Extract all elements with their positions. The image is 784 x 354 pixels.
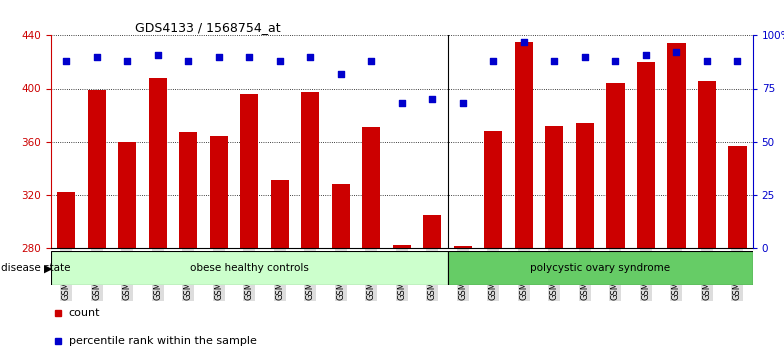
Bar: [545, 126, 564, 248]
Bar: [485, 131, 503, 248]
Point: [609, 58, 622, 64]
Bar: [728, 145, 746, 248]
Point: [121, 58, 133, 64]
Point: [395, 101, 408, 106]
Bar: [362, 127, 380, 248]
Bar: [606, 83, 625, 248]
Text: disease state: disease state: [1, 263, 71, 273]
Point: [243, 54, 256, 59]
Point: [579, 54, 591, 59]
Point: [212, 54, 225, 59]
Text: obese healthy controls: obese healthy controls: [190, 263, 309, 273]
Bar: [332, 184, 350, 248]
Bar: [393, 245, 411, 248]
Bar: [514, 42, 533, 248]
Point: [274, 58, 286, 64]
Bar: [448, 251, 753, 285]
Bar: [209, 136, 228, 248]
Bar: [118, 142, 136, 248]
Point: [517, 39, 530, 45]
Point: [151, 52, 164, 57]
Bar: [454, 246, 472, 248]
Bar: [240, 94, 259, 248]
Point: [90, 54, 103, 59]
Bar: [57, 192, 75, 248]
Point: [487, 58, 499, 64]
Bar: [149, 78, 167, 248]
Point: [640, 52, 652, 57]
Text: GDS4133 / 1568754_at: GDS4133 / 1568754_at: [135, 21, 281, 34]
Bar: [179, 132, 198, 248]
Point: [548, 58, 561, 64]
Bar: [575, 123, 594, 248]
Point: [60, 58, 72, 64]
Bar: [270, 180, 289, 248]
Bar: [637, 62, 655, 248]
Text: ▶: ▶: [44, 263, 53, 273]
Point: [670, 50, 683, 55]
Point: [182, 58, 194, 64]
Point: [456, 101, 469, 106]
Point: [701, 58, 713, 64]
Point: [304, 54, 317, 59]
Bar: [423, 215, 441, 248]
Point: [335, 71, 347, 76]
Point: [731, 58, 744, 64]
Point: [426, 96, 438, 102]
Bar: [667, 44, 685, 248]
Point: [365, 58, 378, 64]
Bar: [88, 90, 106, 248]
Text: percentile rank within the sample: percentile rank within the sample: [68, 336, 256, 346]
Text: polycystic ovary syndrome: polycystic ovary syndrome: [530, 263, 670, 273]
Bar: [51, 251, 448, 285]
Bar: [301, 92, 319, 248]
Text: count: count: [68, 308, 100, 318]
Bar: [698, 80, 716, 248]
